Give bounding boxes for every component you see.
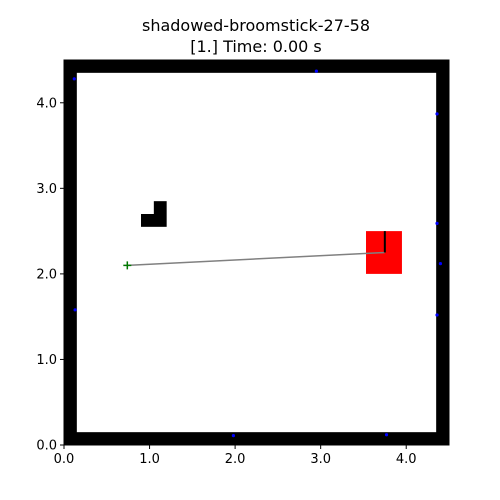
blue-point-4 [438,262,443,266]
x-tick-label-0: 0.0 [54,452,75,467]
x-tick-label-2: 2.0 [225,452,246,467]
path-line [127,251,385,267]
axes-frame [63,59,450,446]
x-tick-label-3: 3.0 [310,452,331,467]
blue-point-1 [314,69,318,73]
y-tick-label-0: 0.0 [36,439,57,454]
plot-area [64,60,449,445]
obstacle-block-0 [141,214,167,227]
y-tick-label-2: 2.0 [36,267,57,282]
blue-point-5 [435,313,439,317]
wall-0 [64,60,77,445]
blue-point-0 [72,77,76,81]
blue-point-8 [384,433,389,437]
y-tick-label-1: 1.0 [36,353,57,368]
blue-point-6 [73,308,77,312]
x-tick-label-1: 1.0 [139,452,160,467]
chart-title: shadowed-broomstick-27-58 [142,16,370,35]
chart-subtitle-time: [1.] Time: 0.00 s [190,37,322,56]
wall-1 [436,60,449,445]
start-marker [123,261,132,270]
obstacle-block-1 [153,201,167,214]
wall-3 [64,60,449,73]
axes: 0.0 1.0 2.0 3.0 4.0 0.0 1.0 2.0 3.0 4.0 [36,59,450,467]
blue-point-7 [231,433,235,438]
y-tick-label-4: 4.0 [36,96,57,111]
x-tick-label-4: 4.0 [396,452,417,467]
blue-point-2 [435,112,439,116]
blue-point-3 [435,221,439,226]
wall-2 [64,432,449,445]
y-tick-label-3: 3.0 [36,182,57,197]
